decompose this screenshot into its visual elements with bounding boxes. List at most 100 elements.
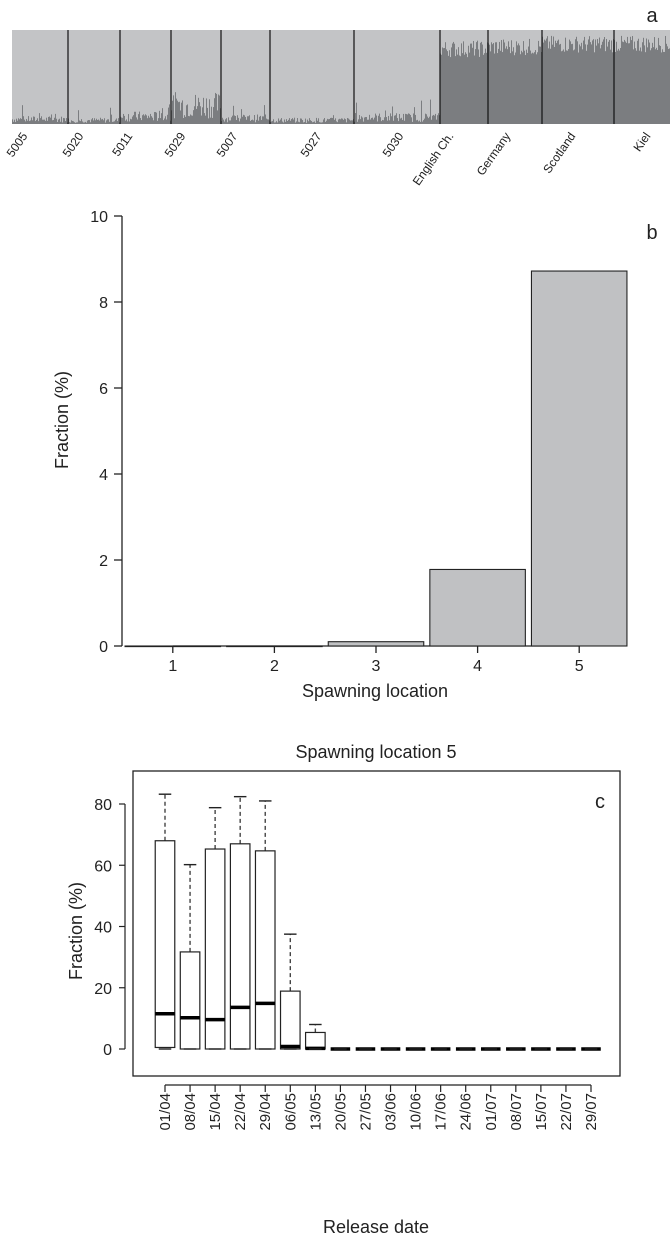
panel-a-individual-bar (223, 119, 224, 124)
panel-a-individual-bar (140, 118, 141, 124)
panel-a-individual-bar (218, 94, 219, 124)
panel-a-individual-bar (48, 116, 49, 124)
panel-a-individual-bar (505, 48, 506, 124)
panel-a-individual-bar (358, 119, 359, 124)
panel-a-individual-bar (469, 52, 470, 124)
panel-a-individual-bar (363, 121, 364, 124)
panel-a-individual-bar (110, 107, 111, 124)
panel-a-individual-bar (624, 39, 625, 124)
panel-a-individual-bar (616, 41, 617, 124)
panel-a-individual-bar (47, 120, 48, 124)
panel-a-individual-bar (484, 53, 485, 125)
panel-a-individual-bar (529, 38, 530, 125)
panel-a-individual-bar (627, 36, 628, 124)
panel-a-individual-bar (291, 119, 292, 124)
panel-a-individual-bar (266, 118, 267, 124)
panel-a-individual-bar (124, 115, 125, 124)
panel-b-y-tick-label: 0 (99, 639, 108, 656)
panel-a-individual-bar (45, 120, 46, 124)
panel-a-individual-bar (502, 52, 503, 125)
panel-a-individual-bar (87, 120, 88, 124)
panel-a-individual-bar (83, 122, 84, 124)
panel-a-individual-bar (553, 36, 554, 124)
panel-a-individual-bar (551, 35, 552, 124)
panel-a-individual-bar (299, 122, 300, 124)
panel-a-individual-bar (375, 113, 376, 124)
panel-a-individual-bar (378, 115, 379, 124)
panel-a-individual-bar (583, 40, 584, 125)
panel-a-individual-bar (626, 42, 627, 124)
panel-a-individual-bar (157, 120, 158, 124)
panel-a-individual-bar (25, 121, 26, 124)
panel-a-individual-bar (634, 41, 635, 124)
panel-c-x-tick-label: 22/04 (232, 1093, 249, 1131)
panel-a-individual-bar (604, 37, 605, 125)
panel-b-x-tick-label: 4 (473, 658, 482, 675)
panel-a-individual-bar (141, 120, 142, 124)
panel-a-individual-bar (361, 116, 362, 124)
panel-a-individual-bar (211, 106, 212, 124)
panel-c-y-tick-label: 80 (94, 797, 112, 814)
panel-a-individual-bar (569, 39, 570, 125)
panel-a-individual-bar (586, 50, 587, 125)
panel-a-individual-bar (508, 41, 509, 125)
panel-a-individual-bar (193, 110, 194, 124)
panel-a-group-label: Kiel (631, 130, 654, 154)
panel-c-y-tick-label: 40 (94, 920, 112, 937)
panel-a-individual-bar (227, 122, 228, 124)
panel-a-individual-bar (418, 121, 419, 124)
panel-a-individual-bar (653, 47, 654, 124)
panel-a-individual-bar (533, 53, 534, 124)
panel-a-group-scotland (542, 35, 614, 125)
panel-a-individual-bar (341, 118, 342, 124)
panel-a-individual-bar (244, 115, 245, 124)
panel-a-individual-bar (226, 118, 227, 124)
panel-a-individual-bar (394, 115, 395, 124)
panel-a-individual-bar (14, 119, 15, 124)
panel-a-individual-bar (31, 117, 32, 124)
panel-c-y-tick-label: 60 (94, 858, 112, 875)
panel-c-box-06-05 (279, 933, 301, 1050)
panel-a-individual-bar (344, 118, 345, 124)
panel-a-individual-bar (598, 43, 599, 124)
panel-a-group-5005 (12, 105, 68, 124)
panel-a-individual-bar (540, 46, 541, 124)
panel-a-individual-bar (125, 120, 126, 124)
panel-a-individual-bar (40, 118, 41, 124)
panel-a-individual-bar (656, 47, 657, 124)
panel-a-individual-bar (182, 100, 183, 124)
panel-a-individual-bar (359, 115, 360, 124)
panel-a-individual-bar (139, 111, 140, 124)
panel-a-individual-bar (526, 49, 527, 124)
panel-a-individual-bar (362, 117, 363, 124)
panel-a-individual-bar (22, 105, 23, 124)
panel-b-x-tick-label: 5 (575, 658, 584, 675)
panel-a-individual-bar (207, 107, 208, 124)
panel-a-group-dividers (67, 30, 615, 124)
panel-a-group-english-ch- (440, 40, 488, 125)
panel-a-individual-bar (352, 120, 353, 124)
panel-a-individual-bar (466, 53, 467, 124)
panel-a-individual-bar (325, 121, 326, 124)
panel-a-individual-bar (60, 121, 61, 124)
panel-a-individual-bar (396, 113, 397, 124)
panel-a-individual-bar (471, 43, 472, 124)
panel-a-individual-bar (259, 116, 260, 124)
panel-a-group-label: 5029 (162, 129, 189, 159)
panel-a-individual-bar (419, 120, 420, 124)
panel-a-individual-bar (449, 50, 450, 124)
panel-a-individual-bar (173, 95, 174, 124)
panel-a-individual-bar (254, 115, 255, 124)
panel-a-individual-bar (430, 99, 431, 124)
panel-a-individual-bar (262, 116, 263, 124)
panel-c-box-body (154, 840, 176, 1049)
panel-a-individual-bar (666, 43, 667, 124)
panel-a-individual-bar (366, 117, 367, 124)
panel-a-individual-bar (537, 52, 538, 124)
panel-a-individual-bar (655, 49, 656, 124)
panel-a-individual-bar (465, 52, 466, 124)
panel-a-individual-bar (62, 122, 63, 124)
panel-a-individual-bar (177, 100, 178, 124)
panel-a-individual-bar (633, 49, 634, 124)
panel-a-individual-bar (265, 114, 266, 124)
